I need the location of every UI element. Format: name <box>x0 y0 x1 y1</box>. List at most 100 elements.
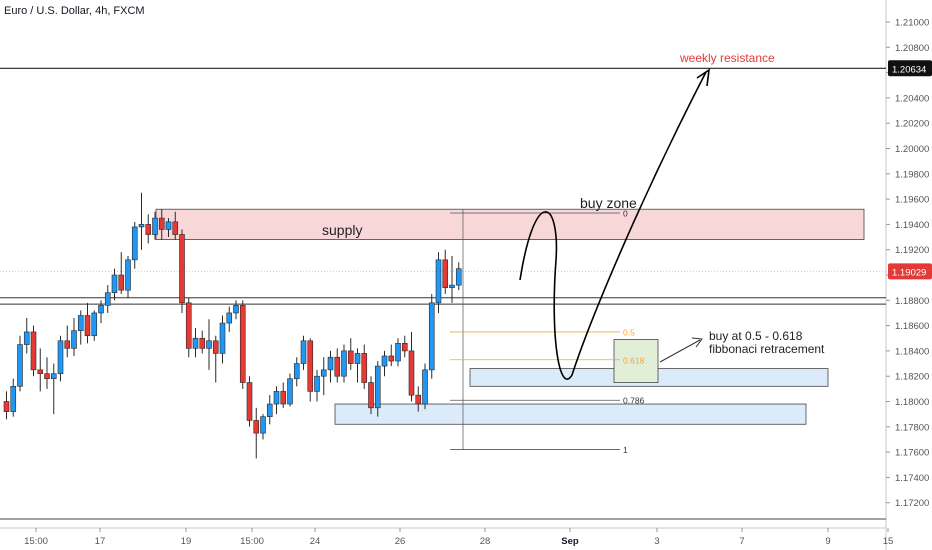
candle-body <box>455 268 462 286</box>
time-tick-label: 9 <box>825 536 830 547</box>
candle-body <box>334 356 341 377</box>
time-tick-label: 17 <box>95 536 106 547</box>
fib-level-label: 0 <box>623 209 628 219</box>
candle-body <box>327 356 334 371</box>
symbol-title: Euro / U.S. Dollar, 4h, FXCM <box>4 5 145 17</box>
price-tick-label: 1.20200 <box>895 119 929 130</box>
price-tick-label: 1.20400 <box>895 93 929 104</box>
price-tick-label: 1.20000 <box>895 144 929 155</box>
candle-body <box>3 401 10 412</box>
price-tick-label: 1.19600 <box>895 195 929 206</box>
time-tick-label: 26 <box>395 536 406 547</box>
candle-body <box>253 420 260 434</box>
candle-body <box>111 274 118 294</box>
candle-body <box>125 259 131 291</box>
price-tick-label: 1.21000 <box>895 18 929 29</box>
candle-body <box>30 331 37 371</box>
candle-body <box>415 394 422 405</box>
price-tick-label: 1.19200 <box>895 245 929 256</box>
time-tick-label: Sep <box>561 536 579 547</box>
candle-body <box>226 312 233 324</box>
buy-zone-label: buy zone <box>580 195 637 211</box>
weekly-resistance-label: weekly resistance <box>679 51 775 65</box>
price-tick-label: 1.17400 <box>895 473 929 484</box>
candle-body <box>361 353 368 383</box>
time-tick-label: 28 <box>480 536 491 547</box>
price-tick-label: 1.17600 <box>895 448 929 459</box>
supply-label: supply <box>322 222 362 238</box>
current-price-tag <box>888 263 932 280</box>
candle-body <box>300 340 307 364</box>
price-tick-label: 1.19800 <box>895 169 929 180</box>
candle-body <box>307 340 314 392</box>
price-tick-label: 1.18400 <box>895 346 929 357</box>
time-tick-label: 7 <box>739 536 744 547</box>
candle-body <box>381 355 388 367</box>
candle-body <box>179 234 185 304</box>
candle-body <box>246 382 253 421</box>
candle-body <box>212 340 219 354</box>
time-tick-label: 15:00 <box>24 536 48 547</box>
candle-body <box>23 331 30 345</box>
candle-body <box>395 343 401 362</box>
candle-body <box>192 337 199 349</box>
candle-body <box>118 274 125 291</box>
candle-body <box>10 386 17 412</box>
demand-zone-lower <box>334 403 807 425</box>
candle-body <box>131 226 138 261</box>
price-tick-label: 1.18200 <box>895 372 929 383</box>
candle-body <box>44 373 50 380</box>
candle-body <box>273 391 280 405</box>
candle-body <box>233 305 239 314</box>
buy-note-line1: buy at 0.5 - 0.618 <box>709 329 803 343</box>
buy-note-line2: fibbonaci retracement <box>709 342 825 356</box>
current-price-tag-text: 1.19029 <box>892 267 926 278</box>
candle-body <box>185 302 192 349</box>
candle-body <box>320 369 327 377</box>
candle-body <box>368 382 374 409</box>
candles <box>3 192 462 459</box>
candle-body <box>104 292 111 306</box>
price-tick-label: 1.18600 <box>895 321 929 332</box>
candle-body <box>280 391 287 405</box>
candle-body <box>374 365 381 409</box>
fib-level-label: 1 <box>623 445 628 455</box>
fib-level-label: 0.618 <box>623 355 645 365</box>
candle-body <box>341 350 347 377</box>
candle-body <box>206 340 212 349</box>
price-tick-label: 1.17200 <box>895 498 929 509</box>
candle-body <box>388 355 395 362</box>
candle-body <box>77 315 84 331</box>
time-axis-labels: 15:00 17 19 15:00 24 26 28 Sep 3 7 9 15 <box>24 528 893 547</box>
note-arrow-line <box>659 339 701 363</box>
price-tick-label: 1.18000 <box>895 397 929 408</box>
candle-body <box>98 305 104 314</box>
candle-body <box>199 337 206 349</box>
time-tick-label: 24 <box>310 536 321 547</box>
price-tick-label: 1.18800 <box>895 296 929 307</box>
time-tick-label: 15:00 <box>240 536 264 547</box>
zones <box>155 208 865 425</box>
note-arrowhead <box>691 337 703 348</box>
time-tick-label: 3 <box>654 536 659 547</box>
candle-body <box>287 378 293 405</box>
resistance-price-tag-text: 1.20634 <box>892 64 926 75</box>
candle-body <box>71 330 77 349</box>
candle-body <box>50 373 57 380</box>
candle-body <box>266 403 273 417</box>
candle-body <box>172 221 179 235</box>
candle-body <box>347 350 354 364</box>
candle-body <box>158 217 165 230</box>
candle-body <box>435 259 442 304</box>
candle-body <box>37 369 44 374</box>
candle-body <box>84 315 91 337</box>
buy-box <box>613 339 659 383</box>
projection-path <box>519 71 707 380</box>
candle-body <box>152 217 158 235</box>
candle-body <box>91 312 98 337</box>
price-tick-label: 1.20800 <box>895 43 929 54</box>
candle-body <box>354 353 361 364</box>
candle-body <box>293 363 300 380</box>
candle-body <box>314 375 320 392</box>
